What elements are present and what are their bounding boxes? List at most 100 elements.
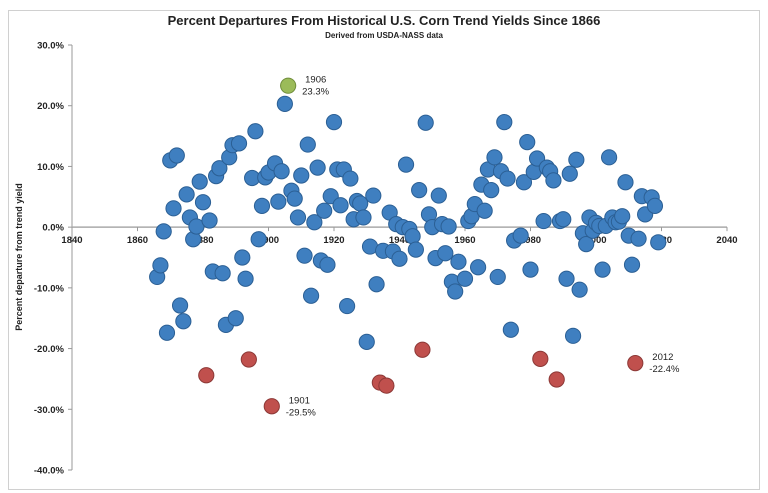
data-point-low — [240, 351, 257, 368]
data-point-low — [263, 398, 280, 415]
data-point — [234, 249, 251, 266]
data-point — [358, 333, 375, 350]
data-point — [368, 276, 385, 293]
x-tick-label: 1840 — [61, 235, 82, 246]
data-point — [397, 156, 415, 173]
data-point — [276, 95, 293, 112]
data-point-low — [532, 350, 549, 367]
data-point — [319, 256, 336, 273]
data-point — [178, 186, 195, 203]
data-point — [437, 245, 454, 262]
annotation-year: 1901 — [289, 395, 310, 406]
data-point — [519, 134, 536, 151]
data-point — [486, 149, 503, 166]
data-point — [365, 187, 382, 204]
data-point — [617, 174, 634, 191]
data-point — [476, 202, 493, 219]
x-tick-label: 1960 — [454, 235, 475, 246]
data-point — [247, 123, 264, 140]
data-point — [201, 212, 218, 229]
x-tick-label: 1880 — [192, 235, 213, 246]
data-point-high — [280, 77, 297, 94]
y-tick-label: -10.0% — [34, 283, 65, 294]
data-point — [230, 135, 248, 152]
data-point — [594, 261, 611, 278]
data-point — [325, 114, 343, 131]
data-point-low — [548, 371, 565, 388]
data-point — [152, 257, 169, 274]
data-point — [175, 313, 192, 330]
data-point — [194, 194, 212, 211]
data-point — [555, 211, 572, 228]
data-point — [561, 165, 578, 182]
data-point — [440, 218, 457, 235]
data-point-low — [414, 341, 431, 358]
data-point — [273, 163, 290, 180]
data-point — [227, 310, 244, 327]
data-point — [302, 287, 320, 304]
data-point — [253, 197, 271, 214]
x-tick-label: 1980 — [520, 235, 541, 246]
data-point-low — [198, 367, 215, 384]
chart-frame — [8, 10, 760, 490]
annotation-value: 23.3% — [302, 87, 329, 98]
data-point — [270, 193, 287, 210]
data-point — [470, 259, 487, 276]
data-point — [496, 114, 513, 131]
data-point — [316, 202, 333, 219]
x-tick-label: 1860 — [127, 235, 148, 246]
data-point — [512, 227, 529, 244]
data-point — [250, 231, 267, 248]
data-point — [601, 149, 618, 166]
data-point — [188, 218, 205, 235]
data-point — [165, 200, 182, 217]
data-point — [211, 160, 228, 177]
data-point — [391, 250, 408, 267]
data-point — [339, 297, 356, 315]
data-point — [289, 209, 307, 226]
data-point — [456, 270, 474, 287]
data-point — [545, 172, 562, 189]
data-point — [646, 197, 664, 214]
data-point — [650, 234, 667, 251]
data-point — [450, 253, 467, 270]
data-point — [214, 265, 231, 282]
data-point — [578, 236, 595, 253]
data-point — [306, 214, 323, 231]
annotation-value: -29.5% — [286, 407, 317, 418]
data-point — [168, 147, 185, 164]
data-point — [630, 230, 647, 247]
data-point — [171, 297, 189, 314]
data-point — [309, 159, 326, 176]
data-point — [407, 241, 424, 258]
data-point — [155, 223, 172, 240]
data-point — [623, 256, 641, 273]
annotation-year: 2012 — [652, 352, 673, 363]
y-tick-label: -30.0% — [34, 405, 65, 416]
x-tick-label: 2000 — [585, 235, 606, 246]
data-point — [417, 114, 434, 131]
data-point — [568, 151, 585, 168]
y-axis-label: Percent departure from trend yield — [14, 183, 24, 331]
data-point — [515, 174, 533, 191]
data-point — [502, 321, 519, 338]
chart-subtitle: Derived from USDA-NASS data — [325, 31, 443, 40]
data-point — [286, 190, 303, 207]
data-point — [411, 182, 428, 199]
y-tick-label: 30.0% — [37, 41, 64, 52]
data-point — [483, 182, 500, 199]
data-point — [404, 228, 421, 245]
data-point — [564, 327, 582, 344]
chart-title: Percent Departures From Historical U.S. … — [168, 13, 601, 28]
data-point — [158, 324, 176, 341]
data-point — [191, 173, 208, 190]
data-point — [571, 281, 588, 298]
data-point — [614, 208, 631, 225]
annotation-year: 1906 — [305, 75, 326, 86]
x-tick-label: 1920 — [323, 235, 344, 246]
data-point — [293, 167, 310, 184]
data-point — [352, 195, 369, 212]
y-tick-label: 10.0% — [37, 162, 64, 173]
data-point — [522, 261, 539, 278]
